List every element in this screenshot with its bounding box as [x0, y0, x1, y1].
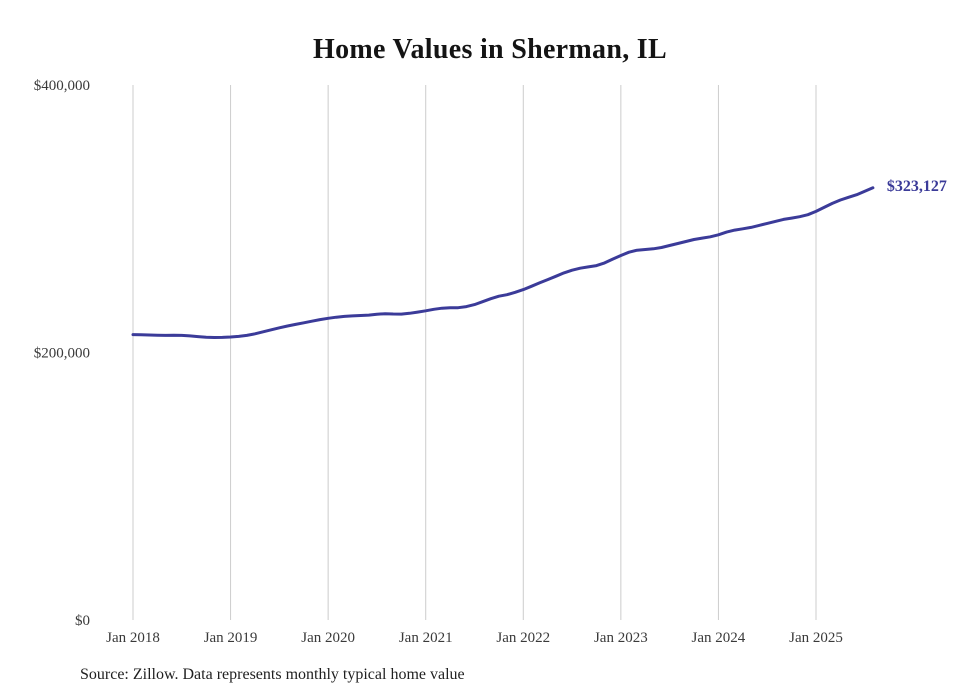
chart-title: Home Values in Sherman, IL	[313, 34, 667, 65]
y-tick-label: $400,000	[34, 78, 90, 94]
y-tick-label: $0	[75, 613, 90, 629]
y-tick-label: $200,000	[34, 346, 90, 362]
x-tick-label: Jan 2025	[789, 630, 843, 646]
latest-value-label: $323,127	[886, 177, 947, 195]
x-tick-label: Jan 2020	[301, 630, 355, 646]
source-note: Source: Zillow. Data represents monthly …	[80, 666, 465, 683]
x-tick-label: Jan 2021	[399, 630, 453, 646]
x-tick-label: Jan 2019	[204, 630, 258, 646]
series-line	[131, 186, 875, 339]
x-tick-label: Jan 2022	[496, 630, 550, 646]
x-tick-label: Jan 2023	[594, 630, 648, 646]
x-tick-label: Jan 2018	[106, 630, 160, 646]
x-tick-label: Jan 2024	[692, 630, 746, 646]
